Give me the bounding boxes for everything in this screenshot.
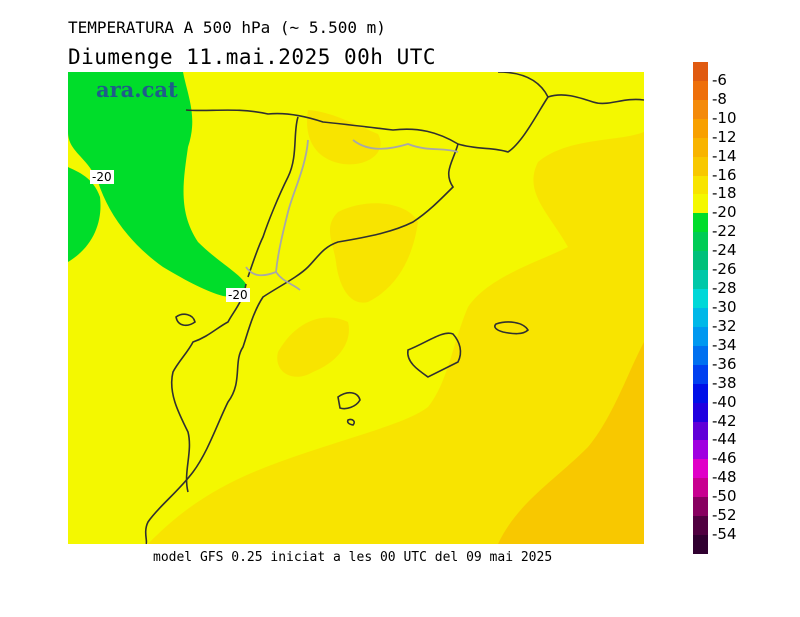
legend-tick-label: -26 [712,260,737,279]
legend-swatch [693,156,708,176]
legend-swatch [693,213,708,233]
legend-tick-label: -18 [712,184,737,203]
legend-swatch [693,326,708,346]
zone-minus-18-blob [277,317,349,377]
legend-swatch [693,459,708,479]
legend-swatch [693,137,708,157]
zone-minus-22-west [68,167,101,262]
contour-label: -20 [226,288,250,302]
legend-tick-label: -8 [712,89,727,108]
chart-title: TEMPERATURA A 500 hPa (~ 5.500 m) [68,18,386,37]
legend-tick-label: -50 [712,487,737,506]
zone-minus-18-inland [329,203,418,303]
legend-swatch [693,345,708,365]
legend-tick-label: -52 [712,506,737,525]
legend-swatch [693,440,708,460]
legend-colorbar [693,62,708,554]
temperature-map: ara.cat -20 -20 [68,72,644,544]
zone-minus-22 [68,72,246,297]
legend-tick-label: -12 [712,127,737,146]
legend-swatch [693,194,708,214]
legend-swatch [693,307,708,327]
legend-swatch [693,535,708,554]
legend-swatch [693,421,708,441]
legend-swatch [693,80,708,100]
map-field [68,72,644,544]
legend-tick-label: -20 [712,203,737,222]
legend-swatch [693,270,708,290]
contour-label: -20 [90,170,114,184]
legend-tick-label: -54 [712,525,737,544]
legend-swatch [693,175,708,195]
region-borders [245,139,459,291]
coastline [144,72,644,544]
legend-tick-label: -44 [712,430,737,449]
legend-tick-label: -16 [712,165,737,184]
legend-tick-label: -10 [712,108,737,127]
legend-tick-label: -30 [712,298,737,316]
legend-tick-label: -28 [712,279,737,298]
zone-minus-18 [148,132,644,544]
legend-swatch [693,251,708,271]
legend-swatch [693,516,708,536]
legend-swatch [693,99,708,119]
legend-swatch [693,62,708,81]
forecast-date: Diumenge 11.mai.2025 00h UTC [68,45,437,69]
logo: ara.cat [96,77,178,102]
legend-tick-label: -24 [712,241,737,260]
legend-swatch [693,364,708,384]
zone-minus-16 [498,342,644,544]
legend-tick-label: -40 [712,392,737,411]
legend-swatch [693,289,708,308]
legend-swatch [693,383,708,403]
legend-tick-label: -48 [712,468,737,487]
legend-tick-label: -36 [712,354,737,373]
legend-swatch [693,402,708,422]
legend-swatch [693,497,708,517]
legend-swatch [693,478,708,498]
legend-tick-label: -32 [712,316,737,335]
model-info: model GFS 0.25 iniciat a les 00 UTC del … [153,550,553,565]
legend-tick-label: -6 [712,70,727,89]
zone-minus-18-north [307,110,381,165]
legend-swatch [693,118,708,138]
legend-tick-label: -34 [712,335,737,354]
legend-tick-label: -14 [712,146,737,165]
legend-tick-label: -22 [712,222,737,241]
legend-tick-label: -38 [712,373,737,392]
legend-tick-label: -42 [712,411,737,430]
legend-swatch [693,232,708,252]
legend-tick-label: -46 [712,449,737,468]
